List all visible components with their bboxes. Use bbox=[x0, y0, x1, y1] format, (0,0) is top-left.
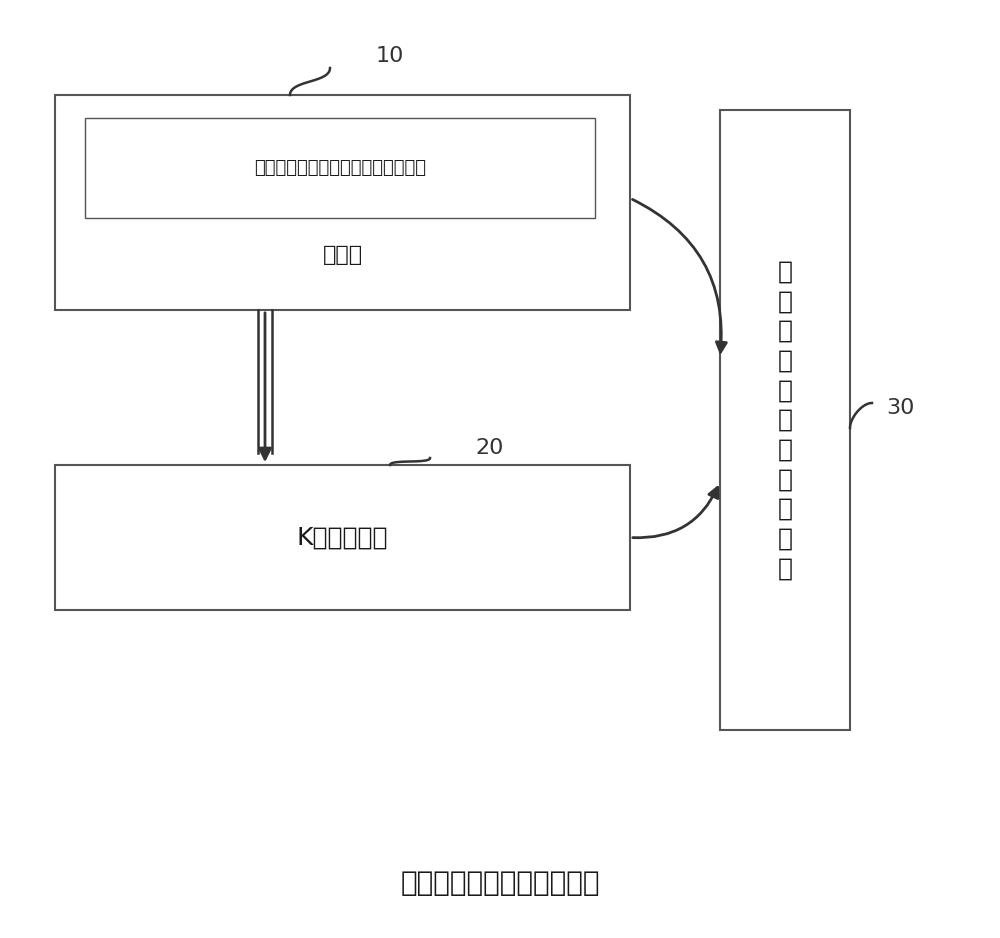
Text: 车辆行程时间与交通状况数据关联表: 车辆行程时间与交通状况数据关联表 bbox=[254, 159, 426, 177]
Text: 高速公路行程时间预测系统: 高速公路行程时间预测系统 bbox=[400, 869, 600, 897]
Bar bbox=[55, 465, 630, 610]
Bar bbox=[85, 118, 595, 218]
Text: 10: 10 bbox=[376, 46, 404, 66]
Text: 20: 20 bbox=[476, 438, 504, 458]
Bar bbox=[720, 110, 850, 730]
Text: K值确定单元: K值确定单元 bbox=[297, 525, 388, 550]
FancyArrowPatch shape bbox=[259, 312, 271, 459]
Text: 行
程
时
间
预
测
值
确
定
单
元: 行 程 时 间 预 测 值 确 定 单 元 bbox=[778, 260, 792, 581]
Text: 30: 30 bbox=[886, 398, 914, 418]
FancyArrowPatch shape bbox=[633, 488, 718, 537]
Text: 数据库: 数据库 bbox=[322, 245, 363, 265]
FancyArrowPatch shape bbox=[632, 200, 726, 352]
Bar bbox=[55, 95, 630, 310]
